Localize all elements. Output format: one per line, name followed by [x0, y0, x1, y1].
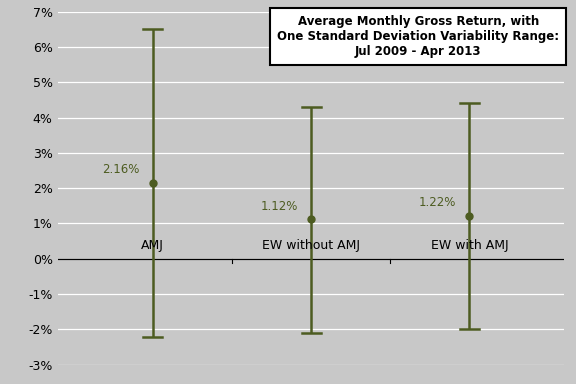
Text: 1.22%: 1.22% [419, 196, 456, 209]
Text: 2.16%: 2.16% [102, 163, 139, 176]
Text: 1.12%: 1.12% [260, 200, 298, 213]
Text: EW without AMJ: EW without AMJ [262, 240, 360, 252]
Text: Average Monthly Gross Return, with
One Standard Deviation Variability Range:
Jul: Average Monthly Gross Return, with One S… [277, 15, 559, 58]
Text: AMJ: AMJ [141, 240, 164, 252]
Text: EW with AMJ: EW with AMJ [431, 240, 508, 252]
